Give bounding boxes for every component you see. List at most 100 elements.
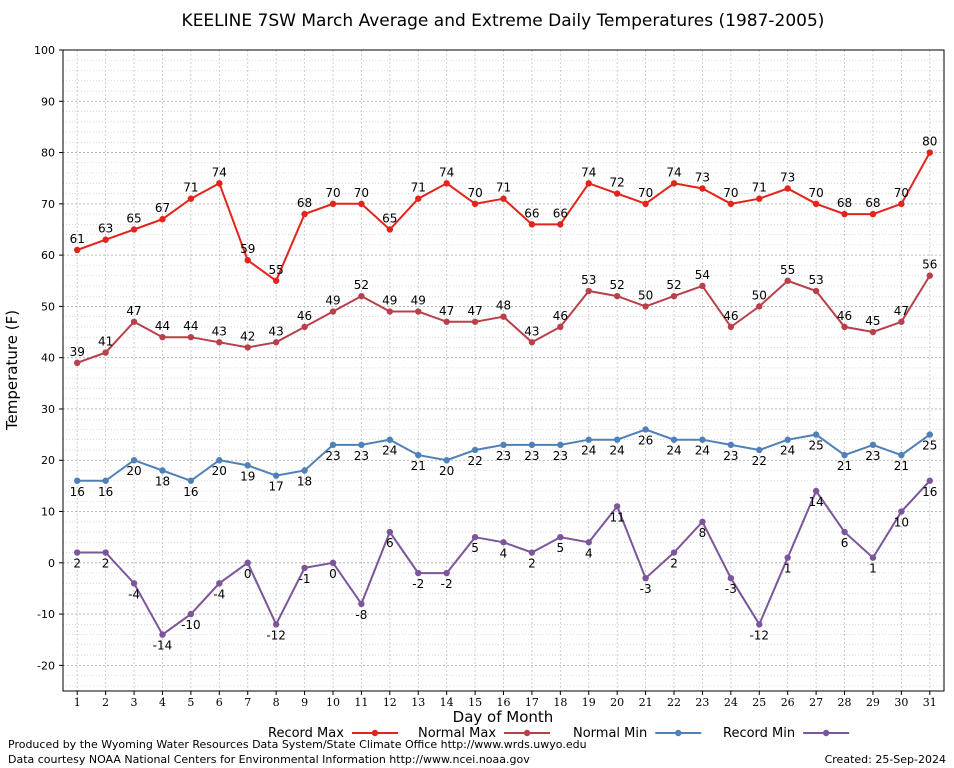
x-tick-label: 25 [752,696,766,709]
data-label: 80 [922,135,937,149]
data-label: 73 [780,170,795,184]
legend-item: Normal Max [418,726,551,741]
data-point [500,539,507,546]
data-label: 43 [269,324,284,338]
data-point [642,303,649,310]
data-label: 6 [386,536,394,550]
x-tick-label: 7 [244,696,251,709]
x-tick-label: 11 [354,696,368,709]
data-point [557,323,564,331]
data-point [130,457,138,464]
data-point [159,631,166,638]
data-label: 74 [439,165,454,179]
data-point [443,457,450,464]
data-point [358,600,365,608]
data-label: 39 [70,345,85,359]
data-point [585,436,592,443]
data-label: 24 [610,444,625,458]
data-point [329,559,337,566]
data-label: -3 [640,582,652,596]
footer-data-courtesy: Data courtesy NOAA National Centers for … [8,753,530,766]
data-label: 23 [723,449,738,463]
data-point [869,441,877,449]
data-label: 54 [695,268,710,282]
data-point [500,441,507,449]
data-point [841,451,848,459]
data-label: 21 [837,459,852,473]
data-point [812,487,820,495]
data-label: -2 [412,577,424,591]
data-point [557,221,564,228]
data-label: 16 [98,485,113,499]
x-tick-label: 14 [440,696,454,709]
data-point [670,292,678,300]
data-point [386,436,394,443]
data-label: 42 [240,329,255,343]
data-point [812,287,820,295]
data-point [244,257,251,264]
data-point [869,554,877,561]
data-point [272,277,280,284]
data-point [244,462,251,469]
data-label: 1 [869,562,877,576]
data-label: 16 [922,485,937,499]
data-label: 74 [212,165,227,179]
x-tick-label: 20 [610,696,624,709]
data-point [699,436,706,443]
data-label: 71 [411,181,426,195]
y-axis-label: Temperature (F) [3,310,21,431]
data-point [699,185,706,192]
y-tick-label: 0 [48,557,55,570]
data-label: 45 [865,314,880,328]
data-point [358,200,365,208]
data-point [471,446,479,454]
data-point [272,472,280,479]
y-tick-label: 40 [41,352,55,365]
data-label: 47 [467,304,482,318]
x-tick-label: 30 [894,696,908,709]
data-point [443,180,450,187]
data-label: 16 [70,485,85,499]
data-point [130,580,138,587]
data-point [557,533,564,541]
data-label: 50 [752,288,767,302]
data-point [216,580,223,587]
data-point [699,282,706,290]
data-label: 20 [126,464,141,478]
data-point [159,333,166,341]
data-point [187,333,195,341]
series-normal-min: 16 16 20 18 16 20 19 17 18 23 23 24 21 20 22 23 23 23 24 24… [70,426,937,499]
data-point [187,477,195,484]
data-point [756,195,763,202]
data-label: 24 [666,444,681,458]
data-point [301,467,308,474]
data-label: 74 [666,165,681,179]
x-tick-label: 15 [468,696,482,709]
data-point [415,308,422,315]
data-point [756,446,763,454]
data-label: 49 [382,294,397,308]
data-point [727,323,735,331]
data-point [74,359,81,367]
legend-item: Normal Min [573,726,702,741]
data-label: 19 [240,469,255,483]
data-label: 22 [752,454,767,468]
legend: Record Max Normal Max Normal Min Record Min [268,726,850,741]
data-point [784,554,791,561]
data-label: 55 [269,263,284,277]
data-label: 5 [471,541,479,555]
data-point [528,221,536,228]
data-point [216,339,223,346]
data-label: 24 [695,444,710,458]
data-point [301,564,308,572]
data-label: 73 [695,170,710,184]
x-tick-label: 24 [724,696,738,709]
data-point [443,318,450,325]
y-tick-label: 60 [41,249,55,262]
series-record-max: 61 63 65 67 71 74 59 55 68 70 70 65 71 74 70 71 66 66 74 72… [70,135,937,284]
data-label: 70 [808,186,823,200]
x-tick-label: 23 [695,696,709,709]
data-point [130,226,138,233]
data-point [272,339,280,346]
data-label: 74 [581,165,596,179]
